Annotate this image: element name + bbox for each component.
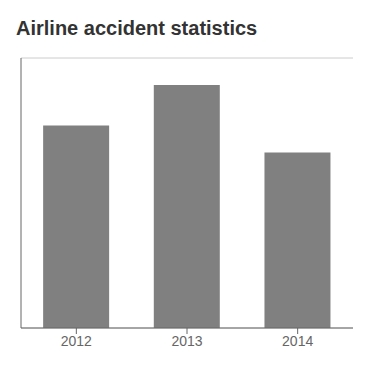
html-text:Airline accident statistics: Airline accident statistics [16, 17, 258, 39]
svg-text:2014: 2014 [282, 333, 313, 349]
svg-text:2013: 2013 [171, 333, 202, 349]
svg-text:2012: 2012 [61, 333, 92, 349]
